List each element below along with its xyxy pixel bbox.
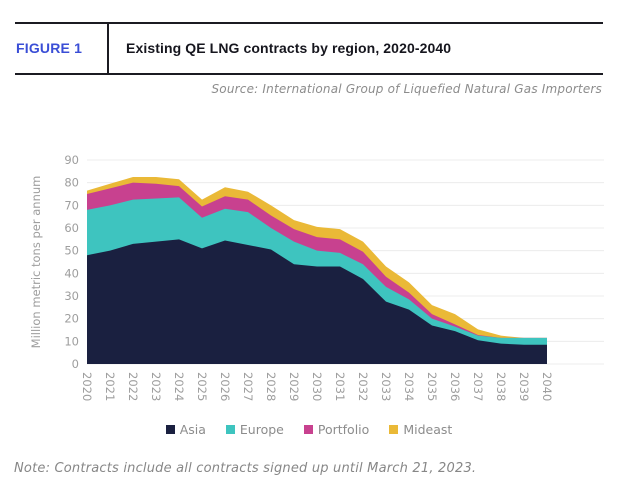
header-vertical-divider — [107, 24, 109, 73]
y-tick-label: 80 — [64, 176, 79, 190]
x-tick-label: 2038 — [494, 372, 508, 401]
legend-label: Europe — [239, 422, 284, 437]
legend-item-asia: Asia — [165, 422, 206, 437]
x-tick-label: 2026 — [218, 372, 232, 401]
x-tick-label: 2028 — [264, 372, 278, 401]
legend-swatch-asia — [165, 425, 175, 434]
legend-label: Portfolio — [317, 422, 370, 437]
figure-title: Existing QE LNG contracts by region, 202… — [126, 40, 452, 56]
x-tick-label: 2025 — [195, 372, 209, 401]
legend-swatch-europe — [225, 425, 235, 434]
x-tick-label: 2033 — [379, 372, 393, 401]
legend-item-europe: Europe — [225, 422, 284, 437]
x-tick-label: 2037 — [471, 372, 485, 401]
y-tick-label: 40 — [64, 266, 79, 280]
x-tick-label: 2029 — [287, 372, 301, 401]
y-tick-label: 50 — [64, 244, 79, 258]
y-tick-label: 90 — [64, 153, 79, 167]
y-tick-label: 60 — [64, 221, 79, 235]
x-tick-label: 2023 — [149, 372, 163, 401]
source-attribution: Source: International Group of Liquefied… — [211, 82, 602, 96]
x-tick-label: 2030 — [310, 372, 324, 401]
legend-item-mideast: Mideast — [389, 422, 452, 437]
area-asia — [87, 239, 547, 364]
y-axis-title: Million metric tons per annum — [29, 176, 43, 349]
y-tick-label: 0 — [72, 357, 79, 371]
legend-label: Mideast — [403, 422, 453, 437]
figure-number-label: FIGURE 1 — [16, 40, 83, 56]
x-tick-label: 2027 — [241, 372, 255, 401]
x-tick-label: 2035 — [425, 372, 439, 401]
chart-legend: Asia Europe Portfolio Mideast — [0, 422, 618, 437]
legend-swatch-portfolio — [303, 425, 313, 434]
legend-label: Asia — [179, 422, 206, 437]
legend-swatch-mideast — [389, 425, 399, 434]
legend-item-portfolio: Portfolio — [303, 422, 370, 437]
x-tick-label: 2040 — [540, 372, 554, 401]
y-tick-label: 70 — [64, 198, 79, 212]
y-tick-label: 30 — [64, 289, 79, 303]
x-tick-label: 2034 — [402, 372, 416, 401]
header-bottom-rule — [15, 73, 603, 75]
x-tick-label: 2031 — [333, 372, 347, 401]
header-top-rule — [15, 22, 603, 24]
y-tick-label: 10 — [64, 334, 79, 348]
y-tick-label: 20 — [64, 312, 79, 326]
x-tick-label: 2020 — [80, 372, 94, 401]
x-tick-label: 2032 — [356, 372, 370, 401]
x-tick-label: 2021 — [103, 372, 117, 401]
footnote: Note: Contracts include all contracts si… — [14, 461, 477, 476]
x-tick-label: 2039 — [517, 372, 531, 401]
x-tick-label: 2036 — [448, 372, 462, 401]
x-tick-label: 2022 — [126, 372, 140, 401]
x-tick-label: 2024 — [172, 372, 186, 401]
